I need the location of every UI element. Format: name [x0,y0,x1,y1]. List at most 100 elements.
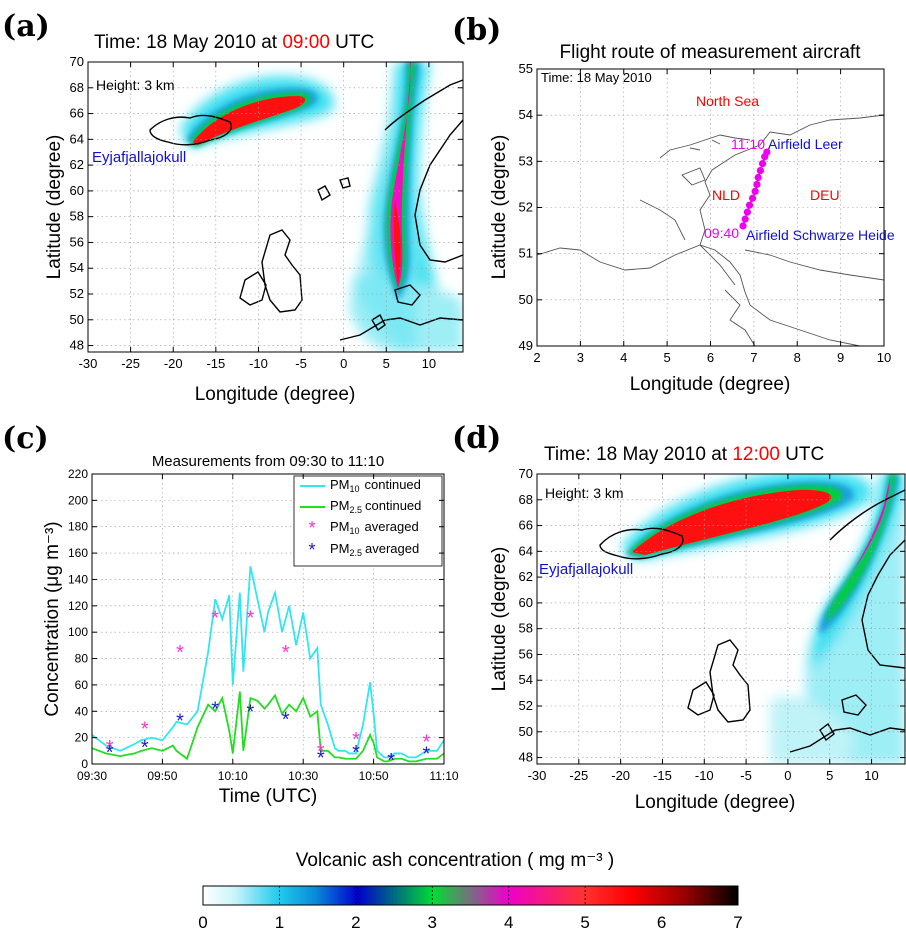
panel-b-time-label: Time: 18 May 2010 [541,70,652,85]
panel-c-xtick: 11:10 [429,769,458,783]
panel-c-ytick: 60 [75,678,89,692]
panel-c-ytick: 100 [68,625,88,639]
pm10-averaged-point: * [352,729,360,751]
panel-b-xtick: 7 [750,350,757,365]
panel-d-ticks: -30 -25 -20 -15 -10 -5 0 5 10 48 50 52 54 56 58 60 62 64 6… [519,466,905,783]
pm10-averaged-point: * [317,741,325,763]
legend-pm25-marker: * [308,540,315,560]
panel-d-map [537,474,905,764]
panel-b-ytick: 50 [519,292,533,307]
panel-a-ytick: 50 [70,312,84,327]
panel-b-time-end: 11:10 [731,136,765,152]
legend-pm25-continued: PM2.5 continued [330,498,421,515]
colorbar-ticks: 0 1 2 3 4 5 6 7 [198,886,743,932]
panel-a-xtick: -25 [121,356,140,371]
panel-d-xtick: -30 [528,768,547,783]
panel-b-ytick: 51 [519,246,533,261]
panel-b-xtick: 3 [577,350,584,365]
panel-b-nld: NLD [712,187,740,203]
panel-a-title-time: 09:00 [282,32,330,53]
colorbar: Volcanic ash concentration ( mg m⁻³ ) 0 1… [198,850,742,932]
panel-b-ytick: 52 [519,200,533,215]
panel-d-xtick: -15 [653,768,672,783]
panel-a-map [88,62,463,352]
flight-route-point [763,148,771,156]
panel-c: (c) Measurements from 09:30 to 11:10 ***… [2,421,459,807]
panel-c-ytick: 160 [68,546,88,560]
panel-b-deu: DEU [810,187,840,203]
pm10-averaged-point: * [423,732,431,754]
panel-letter-b: (b) [452,13,501,48]
panel-d-ytick: 48 [519,750,533,765]
panel-a-xtick: 5 [383,356,390,371]
panel-a-xtick: 0 [340,356,347,371]
panel-d: (d) Time: 18 May 2010 at 12:00 UTC [452,421,906,813]
panel-b-title: Flight route of measurement aircraft [560,42,862,63]
panel-b-xlabel: Longitude (degree) [630,374,791,395]
flight-route-point [743,208,751,216]
panel-c-ytick: 220 [68,467,88,481]
panel-d-xtick: 10 [864,768,878,783]
panel-c-ticks: 09:30 09:50 10:10 10:30 10:50 11:10 0 20 40 60 80 1… [68,467,459,783]
pm25-averaged-point: * [282,709,290,731]
colorbar-tick-label: 0 [198,913,207,932]
panel-a-ytick: 58 [70,209,84,224]
panel-d-grid [537,474,905,764]
panel-letter-a: (a) [2,9,50,44]
panel-a-xtick: -5 [295,356,307,371]
panel-b-ticks: 2 3 4 5 6 7 8 9 10 49 50 51 52 53 54 55 [519,61,892,365]
colorbar-gradient [202,885,739,906]
panel-c-xtick: 10:30 [288,769,318,783]
pm10-averaged-point: * [387,750,395,772]
panel-c-ytick: 200 [68,493,88,507]
panel-c-legend: PM10 continued PM2.5 continued * PM10 avera… [293,475,443,567]
panel-b-xtick: 8 [794,350,801,365]
panel-a-ylabel: Latitude (degree) [44,135,65,280]
flight-route-point [741,215,749,223]
panel-b-ylabel: Latitude (degree) [489,135,510,280]
panel-c-series: **** ******* *** * ** * * * [91,566,445,772]
panel-c-xtick: 09:30 [77,769,107,783]
panel-c-ytick: 40 [75,704,89,718]
panel-a-xtick: -20 [164,356,183,371]
panel-b-ytick: 54 [519,107,533,122]
pm25-averaged-point: * [176,711,184,733]
panel-b-xtick: 10 [877,350,891,365]
panel-d-ytick: 64 [519,543,533,558]
panel-c-xlabel: Time (UTC) [219,786,318,807]
panel-b-borders [536,114,885,347]
panel-d-ytick: 56 [519,646,533,661]
panel-d-title: Time: 18 May 2010 at 12:00 UTC [544,444,824,465]
flight-route-point [745,201,754,209]
panel-b-ytick: 53 [519,153,533,168]
flight-route-point [739,222,747,230]
panel-c-frame [91,473,445,765]
panel-c-ytick: 140 [68,572,88,586]
colorbar-tick-label: 5 [580,913,589,932]
panel-b-ytick: 55 [519,61,533,76]
panel-a-frame [87,61,464,353]
panel-a-coastlines [149,79,463,341]
colorbar-tick-label: 3 [428,913,437,932]
pm25-averaged-point: * [387,750,395,772]
colorbar-label: Volcanic ash concentration ( mg m⁻³ ) [296,850,614,871]
colorbar-tick-label: 6 [657,913,666,932]
panel-c-xtick: 10:50 [359,769,389,783]
panel-d-xtick: -10 [695,768,714,783]
panel-a-source-label: Eyjafjallajokull [92,149,186,166]
panel-a-xtick: -10 [249,356,268,371]
flight-route-point [756,166,764,175]
panel-a-ytick: 56 [70,234,84,249]
panel-d-title-suffix: UTC [780,444,824,465]
panel-a-ytick: 54 [70,260,84,275]
panel-a-xtick: -15 [206,356,225,371]
panel-c-xtick: 10:10 [218,769,248,783]
panel-a-ytick: 62 [70,157,84,172]
panel-d-ytick: 70 [519,466,533,481]
panel-a-ytick: 70 [70,54,84,69]
panel-d-xtick: 0 [784,768,791,783]
colorbar-tick-label: 2 [351,913,360,932]
panel-a-title-prefix: Time: 18 May 2010 at [94,32,282,53]
panel-d-ytick: 50 [519,724,533,739]
